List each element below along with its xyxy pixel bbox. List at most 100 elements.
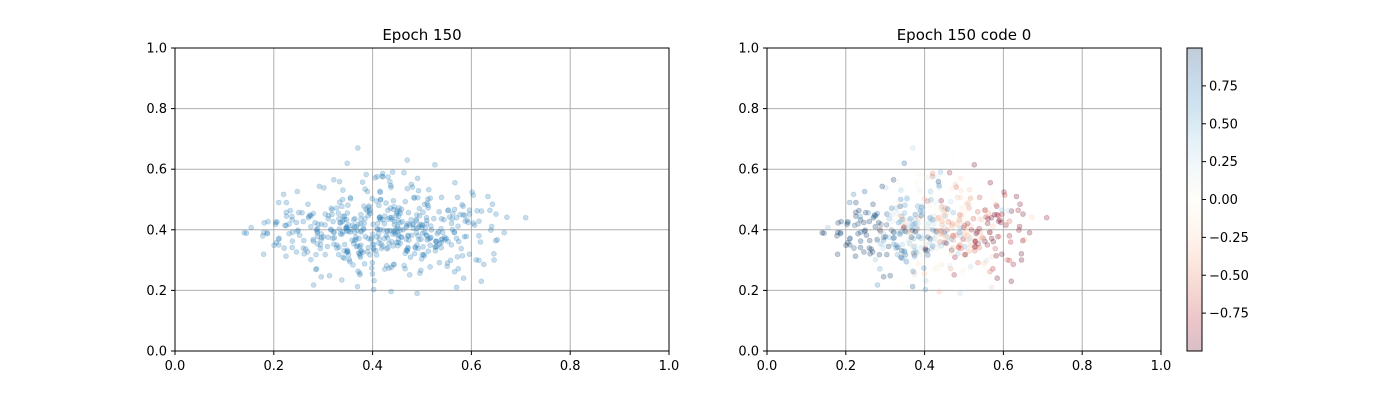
data-point	[936, 214, 943, 221]
data-point	[870, 201, 876, 208]
data-point	[895, 199, 902, 205]
data-point	[418, 267, 424, 274]
data-point	[402, 265, 408, 272]
data-point	[952, 254, 958, 261]
data-point	[283, 199, 290, 206]
data-point	[890, 229, 897, 235]
data-point	[880, 237, 887, 243]
data-point	[912, 242, 919, 248]
data-point	[952, 181, 959, 188]
data-point	[422, 225, 429, 231]
data-point	[351, 229, 358, 236]
data-point	[919, 203, 925, 209]
data-point	[408, 232, 415, 239]
data-point	[380, 217, 386, 223]
data-point	[922, 286, 929, 293]
data-point	[360, 226, 367, 233]
data-point	[874, 210, 881, 217]
data-point	[325, 234, 331, 241]
data-point	[388, 214, 395, 221]
data-point	[410, 225, 417, 232]
data-point	[871, 212, 878, 218]
data-point	[427, 242, 433, 249]
data-point	[939, 231, 946, 237]
data-point	[414, 290, 420, 297]
data-point	[944, 234, 951, 241]
data-point	[960, 236, 967, 242]
data-point	[918, 235, 924, 242]
data-point	[965, 237, 971, 243]
axes-frame	[766, 47, 1162, 352]
data-point	[956, 229, 963, 236]
data-point	[376, 214, 383, 221]
data-point	[343, 224, 350, 230]
data-point	[1008, 278, 1015, 285]
data-point	[451, 229, 458, 236]
data-point	[427, 235, 434, 241]
y-tick-label: 1.0	[738, 42, 759, 57]
data-point	[954, 194, 961, 201]
data-point	[370, 241, 377, 248]
data-point	[356, 235, 362, 242]
data-point	[899, 216, 905, 223]
data-point	[1020, 211, 1026, 217]
data-point	[933, 229, 940, 235]
data-point	[925, 225, 932, 232]
data-point	[948, 247, 955, 253]
data-point	[336, 178, 343, 185]
data-point	[874, 238, 881, 244]
data-point	[883, 222, 890, 228]
x-tick-label: 0.2	[263, 359, 284, 374]
data-point	[912, 220, 919, 227]
data-point	[353, 243, 360, 250]
data-point	[942, 232, 949, 238]
data-point	[919, 207, 926, 213]
data-point	[928, 196, 934, 203]
data-point	[941, 229, 948, 235]
data-point	[938, 243, 944, 249]
data-point	[926, 202, 933, 209]
data-point	[852, 253, 859, 260]
data-point	[929, 173, 936, 180]
data-point	[976, 216, 983, 222]
data-point	[938, 228, 945, 234]
data-point	[880, 234, 887, 241]
data-point	[960, 256, 967, 262]
data-point	[948, 247, 955, 254]
data-point	[289, 217, 296, 223]
data-point	[861, 228, 868, 235]
data-point	[317, 245, 324, 252]
data-point	[411, 194, 417, 201]
data-point	[352, 215, 358, 222]
data-point	[275, 236, 282, 242]
data-point	[401, 169, 407, 176]
data-point	[898, 248, 905, 254]
data-point	[913, 249, 920, 256]
data-point	[438, 194, 445, 201]
data-point	[399, 219, 406, 225]
data-point	[354, 227, 360, 233]
data-point	[915, 216, 922, 222]
data-point	[377, 197, 384, 203]
y-ticks: 0.0 0.2 0.4 0.6 0.8 1.0	[146, 42, 175, 360]
data-point	[388, 288, 394, 295]
data-point	[844, 240, 851, 246]
data-point	[857, 244, 864, 251]
data-point	[404, 185, 411, 192]
data-point	[957, 233, 964, 239]
data-point	[449, 210, 456, 217]
data-point	[357, 252, 363, 259]
data-point	[425, 205, 432, 211]
data-point	[1008, 208, 1015, 214]
data-point	[987, 179, 994, 186]
data-point	[394, 208, 401, 214]
data-point	[347, 229, 353, 235]
chart-title: Epoch 150	[382, 26, 461, 44]
data-point	[963, 201, 969, 208]
data-point	[900, 216, 907, 223]
data-point	[938, 261, 945, 268]
data-point	[243, 230, 250, 236]
data-point	[997, 217, 1003, 223]
data-point	[403, 222, 410, 229]
data-point	[421, 229, 428, 236]
